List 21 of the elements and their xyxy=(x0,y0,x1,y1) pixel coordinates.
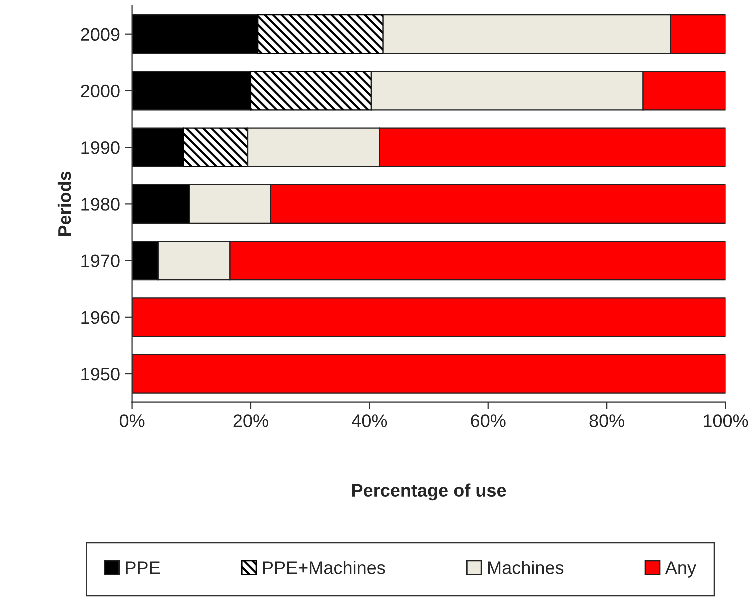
legend-label: PPE xyxy=(126,562,160,574)
y-tick-label: 1950 xyxy=(82,368,120,381)
x-tick-label: 0% xyxy=(120,414,145,428)
y-tick-label: 2000 xyxy=(81,84,120,98)
y-tick-label: 1970 xyxy=(82,254,120,268)
x-tick-label: 20% xyxy=(234,414,268,428)
legend-label: Machines xyxy=(488,561,564,574)
y-tick-label: 1990 xyxy=(82,142,120,154)
bar xyxy=(132,354,726,394)
x-tick-label: 80% xyxy=(590,414,624,428)
y-tick-label: 2009 xyxy=(81,28,120,42)
legend-label: PPE+Machines xyxy=(263,561,386,574)
x-axis-title: Percentage of use xyxy=(352,484,506,501)
x-tick-label: 40% xyxy=(352,414,388,428)
x-tick-label: 100% xyxy=(704,414,748,428)
x-tick-label: 60% xyxy=(471,414,506,428)
legend-label: Any xyxy=(665,562,696,578)
y-axis-title: Periods xyxy=(58,172,72,236)
y-tick-label: 1980 xyxy=(82,198,120,211)
bar xyxy=(132,298,726,338)
y-tick-label: 1960 xyxy=(82,311,120,324)
